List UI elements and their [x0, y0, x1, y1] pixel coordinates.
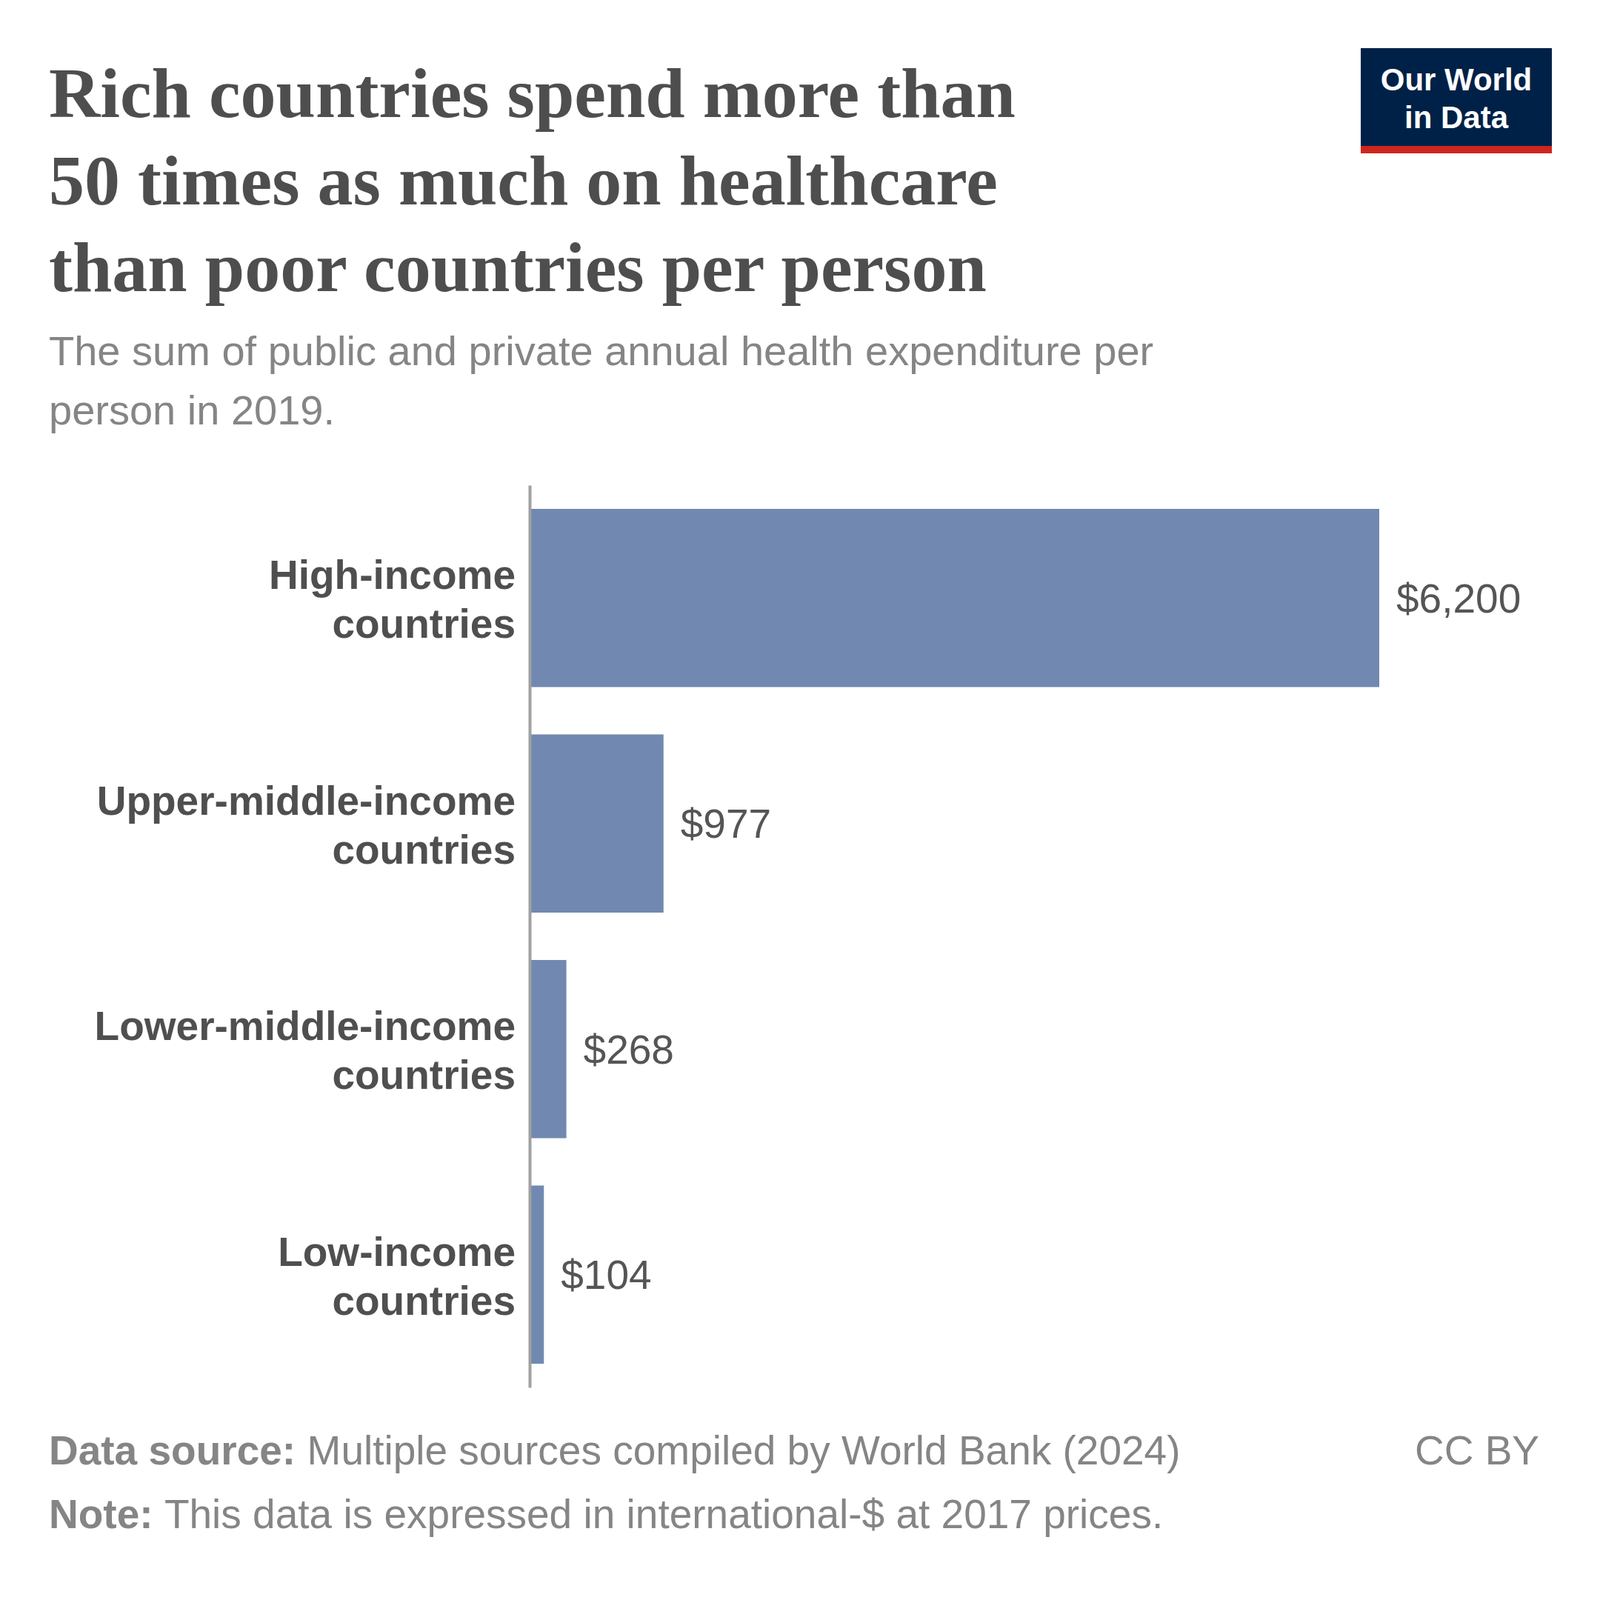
logo-box	[1360, 48, 1552, 148]
tick: Lower-middle-incomecountries	[94, 1002, 516, 1098]
data-label: $6,200	[1396, 575, 1521, 622]
logo-text: in Data	[1404, 100, 1509, 135]
tick: Low-incomecountries	[277, 1228, 516, 1324]
note-text: This data is expressed in international-…	[164, 1491, 1163, 1538]
data-label: $104	[560, 1251, 652, 1298]
license: CC BY	[1414, 1427, 1540, 1474]
data-labels: $6,200 $977 $268 $104	[560, 575, 1521, 1299]
subtitle: The sum of public and private annual hea…	[48, 327, 1154, 375]
tick-label: Low-incomecountries	[277, 1228, 516, 1324]
source-label: Data source:	[48, 1427, 296, 1474]
title: than poor countries per person	[48, 227, 987, 307]
footer-note: Note:This data is expressed in internati…	[48, 1491, 1163, 1538]
logo: Our Worldin Data	[1360, 48, 1552, 154]
note-label: Note:	[48, 1491, 154, 1538]
bars	[529, 508, 1380, 1364]
bar	[529, 508, 1380, 688]
footer-source: Data source:Multiple sources compiled by…	[48, 1427, 1181, 1474]
logo-bar	[1360, 145, 1552, 154]
bar	[529, 734, 664, 913]
chart: Rich countries spend more than50 times a…	[0, 0, 1600, 1600]
logo-text: Our World	[1380, 62, 1533, 98]
category-axis: High-incomecountries Upper-middle-incomec…	[94, 485, 531, 1389]
data-label: $268	[583, 1026, 675, 1073]
tick-label: High-incomecountries	[268, 551, 516, 647]
tick: High-incomecountries	[268, 551, 516, 647]
source-text: Multiple sources compiled by World Bank …	[307, 1427, 1181, 1474]
data-label: $977	[680, 800, 772, 847]
subtitle: person in 2019.	[48, 386, 335, 434]
bar	[529, 1185, 544, 1364]
bar	[529, 960, 567, 1139]
axis-line	[528, 485, 532, 1389]
tick-label: Upper-middle-incomecountries	[97, 777, 516, 873]
title: Rich countries spend more than	[48, 53, 1016, 133]
tick: Upper-middle-incomecountries	[97, 777, 516, 873]
title: 50 times as much on healthcare	[48, 140, 998, 220]
tick-label: Lower-middle-incomecountries	[94, 1002, 516, 1098]
